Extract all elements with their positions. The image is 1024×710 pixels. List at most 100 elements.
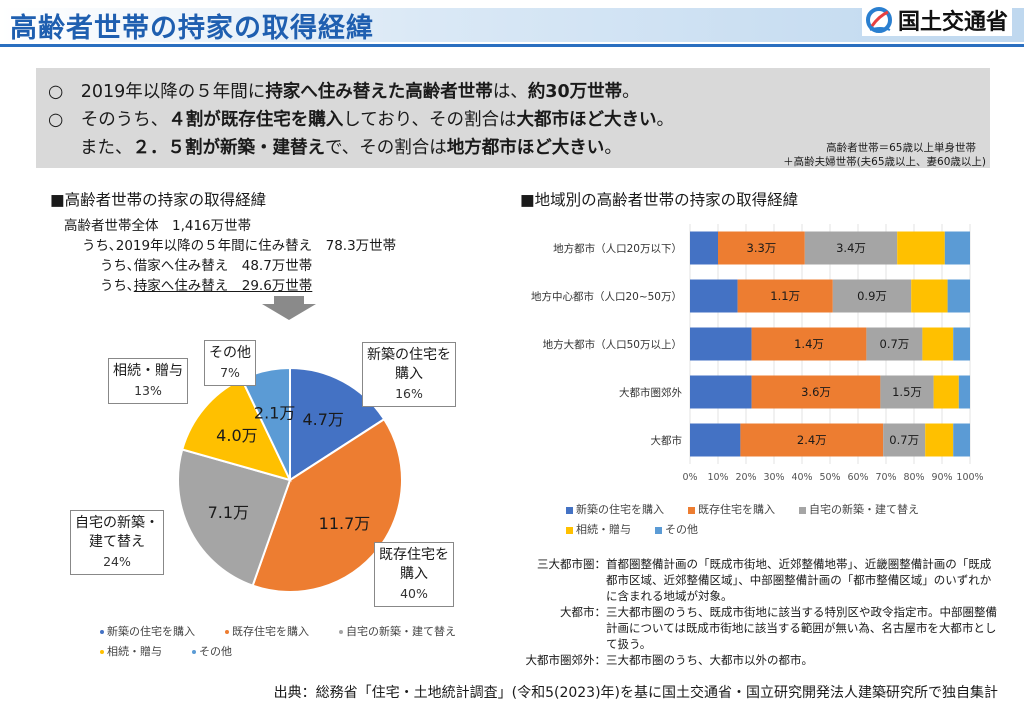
pie-info-line: うち､借家へ住み替え 48.7万世帯 bbox=[100, 258, 313, 274]
bar-segment bbox=[958, 375, 970, 409]
definition-row: 大都市： 三大都市圏のうち、既成市街地に該当する特別区や政令指定市。中部圏整備計画… bbox=[520, 604, 1001, 652]
summary-emphasis: 約30万世帯 bbox=[527, 82, 623, 102]
bar-category-label: 地方中心都市（人口20~50万） bbox=[531, 290, 682, 303]
pie-value-label: 4.7万 bbox=[302, 410, 343, 429]
bar-x-tick-label: 80% bbox=[903, 472, 924, 483]
bar-section-title: ■地域別の高齢者世帯の持家の取得経緯 bbox=[520, 191, 799, 209]
bar-legend-row: 新築の住宅を購入 既存住宅を購入 自宅の新築・建て替え bbox=[566, 500, 943, 520]
pie-info-line: 高齢者世帯全体 1,416万世帯 bbox=[64, 218, 252, 234]
summary-emphasis: 大都市ほど大きい bbox=[516, 110, 657, 130]
pie-legend-row: 新築の住宅を購入 既存住宅を購入 自宅の新築・建て替え bbox=[100, 622, 486, 642]
bar-segment bbox=[922, 327, 954, 361]
summary-emphasis: 地方都市ほど大きい bbox=[446, 138, 605, 158]
legend-label: 相続・贈与 bbox=[576, 523, 631, 536]
bar-data-label: 3.3万 bbox=[747, 241, 777, 255]
definition-term: 三大都市圏： bbox=[537, 557, 606, 571]
legend-label: その他 bbox=[199, 645, 232, 658]
pie-callout-label: 相続・贈与 bbox=[113, 363, 183, 379]
summary-text: また、 bbox=[80, 138, 133, 158]
legend-item: 自宅の新築・建て替え bbox=[799, 500, 919, 520]
bar-segment bbox=[751, 375, 881, 409]
pie-info-owned: 持家へ住み替え 29.6万世帯 bbox=[133, 278, 313, 294]
pie-info-line: うち､2019年以降の５年間に住み替え 78.3万世帯 bbox=[82, 238, 397, 254]
pie-chart: 4.7万 11.7万 7.1万 4.0万 2.1万 bbox=[177, 366, 403, 593]
bar-segment bbox=[690, 279, 738, 313]
bar-segment bbox=[690, 327, 752, 361]
summary-text: 。 bbox=[656, 110, 675, 130]
summary-text: で、その割合は bbox=[325, 138, 447, 158]
pie-slice bbox=[177, 448, 292, 587]
source-note: 出典：総務省「住宅・土地統計調査」(令和5(2023)年)を基に国土交通省・国立… bbox=[273, 685, 998, 701]
pie-callout-label: 既存住宅を bbox=[379, 547, 449, 563]
pie-section-title: ■高齢者世帯の持家の取得経緯 bbox=[50, 191, 267, 209]
legend-marker bbox=[100, 630, 104, 634]
legend-label: 新築の住宅を購入 bbox=[576, 503, 664, 516]
ministry-name: 国土交通省 bbox=[897, 10, 1008, 35]
pie-callout: 相続・贈与 13% bbox=[108, 358, 188, 404]
pie-callout: 自宅の新築・ 建て替え 24% bbox=[70, 510, 164, 575]
legend-marker bbox=[192, 650, 196, 654]
ministry-logo: 国土交通省 bbox=[861, 4, 1012, 36]
bar-segment bbox=[751, 327, 867, 361]
bar-segment bbox=[944, 231, 970, 265]
mlit-logo-icon bbox=[865, 7, 892, 33]
down-arrow-icon bbox=[262, 296, 316, 320]
bar-x-tick-label: 100% bbox=[956, 472, 983, 483]
bar-x-tick-label: 40% bbox=[791, 472, 812, 483]
summary-note-2: ＋高齢夫婦世帯(夫65歳以上、妻60歳以上) bbox=[783, 156, 986, 168]
bar-segment bbox=[737, 279, 833, 313]
bar-category-label: 地方大都市（人口50万以上） bbox=[543, 338, 682, 351]
bar-category-label: 地方都市（人口20万以下） bbox=[553, 242, 682, 255]
definition-term: 大都市圏郊外： bbox=[525, 653, 607, 667]
summary-emphasis: ２．５割が新築・建替え bbox=[132, 138, 326, 158]
pie-legend-row: 相続・贈与 その他 bbox=[100, 642, 486, 662]
pie-value-label: 4.0万 bbox=[216, 426, 257, 445]
summary-line-3: また、２．５割が新築・建替えで、その割合は地方都市ほど大きい。 bbox=[80, 134, 622, 159]
bar-legend: 新築の住宅を購入 既存住宅を購入 自宅の新築・建て替え 相続・贈与 その他 bbox=[566, 500, 943, 540]
summary-text: しており、その割合は bbox=[343, 110, 517, 130]
legend-item: 相続・贈与 bbox=[566, 520, 631, 540]
pie-legend: 新築の住宅を購入 既存住宅を購入 自宅の新築・建て替え 相続・贈与 その他 bbox=[100, 622, 486, 662]
legend-label: 自宅の新築・建て替え bbox=[346, 625, 456, 638]
bar-category-label: 大都市圏郊外 bbox=[619, 386, 682, 399]
legend-marker bbox=[799, 506, 806, 514]
pie-callout-label: 建て替え bbox=[89, 534, 145, 550]
pie-callout: 新築の住宅を 購入 16% bbox=[362, 342, 456, 407]
legend-item: 新築の住宅を購入 bbox=[566, 500, 664, 520]
pie-value-label: 7.1万 bbox=[208, 503, 249, 522]
bar-segment bbox=[740, 423, 884, 457]
bar-segment bbox=[718, 231, 805, 265]
pie-callout-percent: 24% bbox=[103, 554, 131, 569]
bar-data-label: 0.9万 bbox=[857, 289, 887, 303]
bar-legend-row: 相続・贈与 その他 bbox=[566, 520, 943, 540]
definition-text: 三大都市圏のうち、既成市街地に該当する特別区や政令指定市。中部圏整備計画について… bbox=[606, 605, 997, 651]
definition-text: 三大都市圏のうち、大都市以外の都市。 bbox=[606, 653, 813, 667]
legend-marker bbox=[566, 526, 573, 534]
bar-segment bbox=[832, 279, 912, 313]
pie-callout-label: 購入 bbox=[395, 366, 423, 382]
summary-line-1: ○ 2019年以降の５年間に持家へ住み替えた高齢者世帯は、約30万世帯。 bbox=[48, 78, 640, 103]
legend-marker bbox=[655, 526, 662, 534]
page-title: 高齢者世帯の持家の取得経緯 bbox=[10, 13, 374, 44]
bar-x-tick-label: 50% bbox=[819, 472, 840, 483]
legend-item: 新築の住宅を購入 bbox=[100, 622, 195, 642]
summary-emphasis: ４割が既存住宅を購入 bbox=[168, 110, 344, 130]
bar-segment bbox=[690, 423, 741, 457]
pie-value-label: 11.7万 bbox=[319, 514, 371, 533]
pie-info: 高齢者世帯全体 1,416万世帯 うち､2019年以降の５年間に住み替え 78.… bbox=[64, 216, 396, 296]
summary-text: ○ そのうち、 bbox=[48, 110, 169, 130]
bar-data-label: 1.4万 bbox=[794, 337, 824, 351]
definition-text: 首都圏整備計画の「既成市街地、近郊整備地帯」、近畿圏整備計画の「既成都市区域、近… bbox=[606, 557, 992, 603]
bar-segment bbox=[804, 231, 898, 265]
bar-segment bbox=[953, 423, 970, 457]
bar-segment bbox=[866, 327, 923, 361]
legend-item: その他 bbox=[192, 642, 232, 662]
legend-label: 自宅の新築・建て替え bbox=[809, 503, 919, 516]
summary-box: ○ 2019年以降の５年間に持家へ住み替えた高齢者世帯は、約30万世帯。 ○ そ… bbox=[36, 68, 990, 168]
bar-segment bbox=[933, 375, 959, 409]
pie-callout-percent: 40% bbox=[400, 586, 428, 601]
pie-callout-percent: 7% bbox=[220, 365, 240, 380]
bar-segment bbox=[925, 423, 954, 457]
summary-text: は、 bbox=[492, 82, 528, 102]
legend-item: 相続・贈与 bbox=[100, 642, 162, 662]
